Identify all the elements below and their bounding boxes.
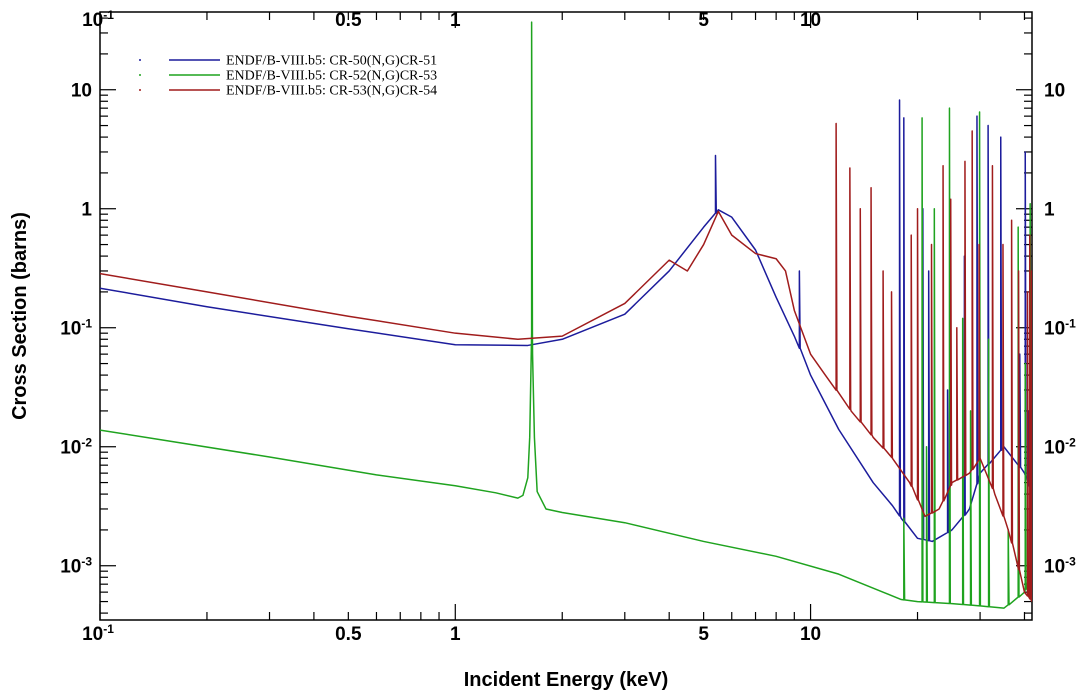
y-axis-title: Cross Section (barns): [9, 212, 31, 420]
legend-marker-1: [139, 59, 141, 61]
x-tick-label-bottom-base: 5: [698, 624, 709, 645]
x-tick-label-top-base: 5: [698, 10, 709, 31]
x-tick-label-top: 0.5: [335, 10, 362, 31]
x-tick-label-top-exponent: -1: [103, 8, 114, 22]
x-tick-label-bottom-base: 10: [800, 624, 821, 645]
y-tick-label-right-base: 1: [1044, 200, 1055, 221]
x-axis-title: Incident Energy (keV): [464, 669, 669, 691]
x-tick-label-top-base: 0.5: [335, 10, 362, 31]
y-tick-label-left-exponent: -3: [81, 555, 92, 569]
legend-marker-3: [139, 89, 141, 91]
y-tick-label-right-base: 10: [1044, 438, 1065, 459]
y-tick-label-left: 10-1: [60, 317, 92, 340]
y-tick-label-left-exponent: -2: [81, 436, 92, 450]
legend-marker-2: [139, 74, 141, 76]
y-tick-label-right: 10: [1044, 81, 1065, 102]
x-tick-label-bottom: 10: [800, 624, 821, 645]
x-tick-label-top: 10-1: [82, 8, 114, 31]
x-tick-label-bottom: 0.5: [335, 624, 362, 645]
y-tick-label-left: 10-2: [60, 436, 92, 459]
y-tick-label-left-exponent: -1: [81, 317, 92, 331]
x-tick-label-top-base: 1: [450, 10, 461, 31]
y-tick-label-right-base: 10: [1044, 557, 1065, 578]
x-tick-label-top-base: 10: [82, 10, 103, 31]
y-tick-label-left-base: 10: [60, 319, 81, 340]
legend-label-3: ENDF/B-VIII.b5: CR-53(N,G)CR-54: [226, 84, 437, 99]
x-tick-label-bottom-exponent: -1: [103, 622, 114, 636]
y-tick-label-right-exponent: -2: [1065, 436, 1076, 450]
y-tick-label-left-base: 1: [81, 200, 92, 221]
y-tick-label-right-exponent: -3: [1065, 555, 1076, 569]
x-tick-label-top-base: 10: [800, 10, 821, 31]
y-tick-label-left: 1: [81, 200, 92, 221]
x-tick-label-bottom-base: 1: [450, 624, 461, 645]
y-tick-label-left-base: 10: [71, 81, 92, 102]
x-tick-label-top: 10: [800, 10, 821, 31]
x-tick-label-bottom-base: 0.5: [335, 624, 362, 645]
legend: ENDF/B-VIII.b5: CR-50(N,G)CR-51ENDF/B-VI…: [139, 54, 437, 99]
x-tick-label-bottom-base: 10: [82, 624, 103, 645]
legend-label-2: ENDF/B-VIII.b5: CR-52(N,G)CR-53: [226, 69, 437, 84]
y-tick-label-right: 10-3: [1044, 555, 1076, 578]
y-tick-label-right: 10-1: [1044, 317, 1076, 340]
y-tick-label-left: 10: [71, 81, 92, 102]
x-tick-label-top: 5: [698, 10, 709, 31]
y-tick-label-left-base: 10: [60, 438, 81, 459]
x-tick-label-bottom: 5: [698, 624, 709, 645]
series-line-3: [100, 122, 1032, 602]
y-tick-label-right-exponent: -1: [1065, 317, 1076, 331]
x-tick-label-bottom: 1: [450, 624, 461, 645]
y-tick-label-right-base: 10: [1044, 319, 1065, 340]
y-tick-label-right-base: 10: [1044, 81, 1065, 102]
x-tick-label-bottom: 10-1: [82, 622, 114, 645]
legend-label-1: ENDF/B-VIII.b5: CR-50(N,G)CR-51: [226, 54, 437, 69]
y-tick-label-right: 10-2: [1044, 436, 1076, 459]
y-tick-label-left-base: 10: [60, 557, 81, 578]
y-tick-label-right: 1: [1044, 200, 1055, 221]
series-line-2: [100, 21, 1032, 609]
series-layer: [100, 21, 1032, 609]
x-tick-label-top: 1: [450, 10, 461, 31]
y-tick-label-left: 10-3: [60, 555, 92, 578]
